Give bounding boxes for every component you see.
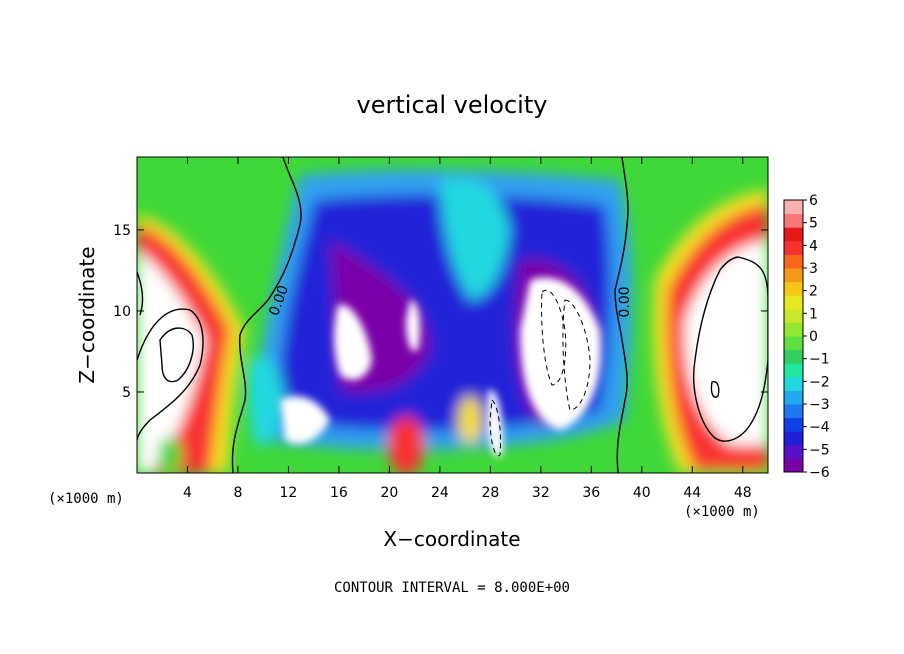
y-axis-label: Z−coordinate xyxy=(75,246,99,383)
white-regions xyxy=(280,277,601,457)
colorbar-segment xyxy=(784,227,803,242)
colorbar-label: −6 xyxy=(809,465,830,481)
colorbar-segment xyxy=(784,363,803,378)
x-tick-label: 12 xyxy=(280,485,298,501)
colorbar-label: 4 xyxy=(809,238,818,254)
y-unit-label: (×1000 m) xyxy=(684,504,760,520)
x-tick-label: 48 xyxy=(734,485,752,501)
colorbar-segment xyxy=(784,268,803,283)
contour-interval: CONTOUR INTERVAL = 8.000E+00 xyxy=(334,580,570,596)
colorbar-label: 0 xyxy=(809,329,818,345)
colorbar-label: 3 xyxy=(809,261,818,277)
x-axis-label: X−coordinate xyxy=(383,527,520,551)
x-tick-label: 36 xyxy=(582,485,600,501)
colorbar-segment xyxy=(784,213,803,228)
x-tick-label: 20 xyxy=(380,485,398,501)
x-tick-label: 44 xyxy=(683,485,701,501)
zero-contour-left xyxy=(231,157,302,473)
x-unit-label: (×1000 m) xyxy=(48,491,124,507)
colorbar-label: 6 xyxy=(809,193,818,209)
colorbar-segment xyxy=(784,322,803,337)
x-tick-label: 4 xyxy=(183,485,192,501)
contour-label-right: 0.00 xyxy=(617,286,633,317)
y-tick-label: 5 xyxy=(122,385,131,401)
x-tick-label: 40 xyxy=(633,485,651,501)
x-tick-label: 8 xyxy=(233,485,242,501)
colorbar-segment xyxy=(784,444,803,459)
colorbar: 6 5 4 3 2 1 0 −1 −2 −3 −4 −5 −6 xyxy=(783,193,830,481)
y-axis: 5 10 15 xyxy=(113,223,768,401)
colorbar-segment xyxy=(784,390,803,405)
x-tick-label: 32 xyxy=(532,485,550,501)
colorbar-segment xyxy=(784,254,803,269)
y-tick-label: 10 xyxy=(113,304,131,320)
colorbar-segment xyxy=(784,336,803,351)
colorbar-label: −1 xyxy=(809,352,830,368)
colorbar-segment xyxy=(784,308,803,323)
colorbar-segment xyxy=(784,404,803,419)
colorbar-segment xyxy=(784,417,803,432)
colorbar-label: 5 xyxy=(809,216,818,232)
x-tick-label: 24 xyxy=(431,485,449,501)
x-tick-label: 28 xyxy=(481,485,499,501)
colorbar-label: −2 xyxy=(809,374,830,390)
y-tick-label: 15 xyxy=(113,223,131,239)
colorbar-segment xyxy=(784,281,803,296)
zero-contour-right xyxy=(614,157,629,473)
dashed-contours xyxy=(489,289,591,457)
colorbar-label: 2 xyxy=(809,284,818,300)
colorbar-segment xyxy=(784,200,803,215)
colorbar-segment xyxy=(784,431,803,446)
colorbar-segment xyxy=(784,349,803,364)
colorbar-label: −3 xyxy=(809,397,830,413)
colorbar-label: −4 xyxy=(809,420,830,436)
colorbar-segment xyxy=(784,458,803,473)
x-tick-label: 16 xyxy=(330,485,348,501)
x-axis: 4 8 12 16 20 24 28 32 36 40 44 48 xyxy=(183,157,752,501)
colorbar-segment xyxy=(784,240,803,255)
plot-area: 0.00 0.00 xyxy=(137,157,768,473)
chart-title: vertical velocity xyxy=(357,91,548,119)
plot-frame xyxy=(136,156,769,474)
colorbar-label: −5 xyxy=(809,442,830,458)
colorbar-segment xyxy=(784,295,803,310)
colorbar-label: 1 xyxy=(809,306,818,322)
colorbar-segment xyxy=(784,376,803,391)
